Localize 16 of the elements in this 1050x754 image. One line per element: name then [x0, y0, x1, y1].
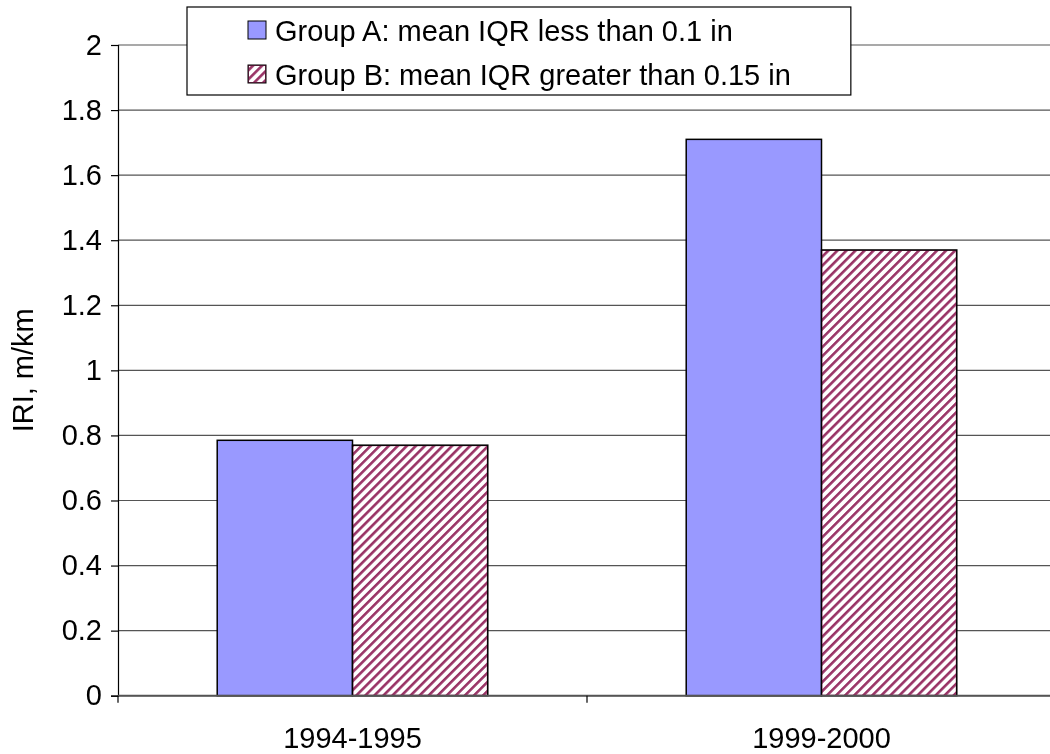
x-tick-label: 1994-1995 — [283, 721, 422, 754]
y-tick-label: 1.2 — [61, 289, 102, 322]
y-tick-label: 1.8 — [61, 93, 102, 126]
y-tick-label: 1 — [85, 354, 102, 387]
y-tick-label: 0.6 — [61, 484, 102, 517]
y-tick-label: 0.2 — [61, 614, 102, 647]
y-axis-title: IRI, m/km — [7, 308, 39, 433]
y-tick-label: 0 — [85, 679, 102, 712]
y-tick-label: 1.6 — [61, 158, 102, 191]
y-tick-label: 0.4 — [61, 549, 102, 582]
x-tick-label: 1999-2000 — [752, 721, 891, 754]
y-tick-label: 0.8 — [61, 419, 102, 452]
y-tick-label: 1.4 — [61, 223, 102, 256]
y-tick-label: 2 — [85, 28, 102, 61]
legend-label: Group A: mean IQR less than 0.1 in — [275, 14, 733, 47]
legend-label: Group B: mean IQR greater than 0.15 in — [275, 58, 791, 91]
